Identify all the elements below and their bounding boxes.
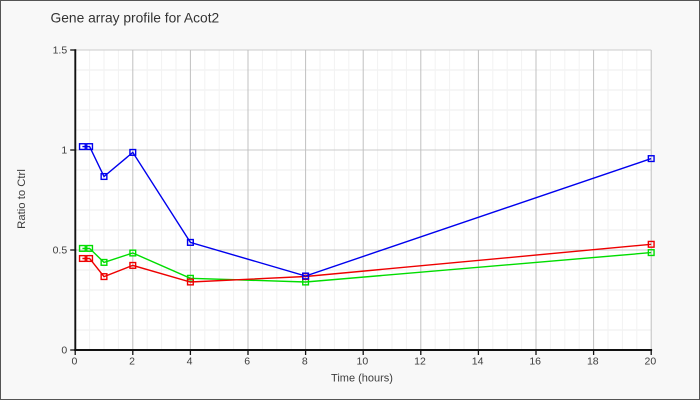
svg-text:2: 2 <box>129 356 135 368</box>
svg-text:Ratio to Ctrl: Ratio to Ctrl <box>16 169 28 229</box>
svg-text:16: 16 <box>529 356 541 368</box>
svg-text:Time (hours): Time (hours) <box>331 373 393 385</box>
svg-text:0: 0 <box>61 345 67 357</box>
svg-text:8: 8 <box>302 356 308 368</box>
svg-text:10: 10 <box>357 356 369 368</box>
svg-text:6: 6 <box>244 356 250 368</box>
svg-text:4: 4 <box>187 356 193 368</box>
svg-text:14: 14 <box>472 356 484 368</box>
svg-text:1: 1 <box>61 145 67 157</box>
svg-text:0: 0 <box>71 356 77 368</box>
svg-text:0.5: 0.5 <box>53 245 68 257</box>
svg-text:12: 12 <box>414 356 426 368</box>
svg-text:Gene array profile for Acot2: Gene array profile for Acot2 <box>51 11 220 26</box>
svg-text:20: 20 <box>645 356 657 368</box>
svg-text:1.5: 1.5 <box>53 45 68 57</box>
svg-text:18: 18 <box>587 356 599 368</box>
